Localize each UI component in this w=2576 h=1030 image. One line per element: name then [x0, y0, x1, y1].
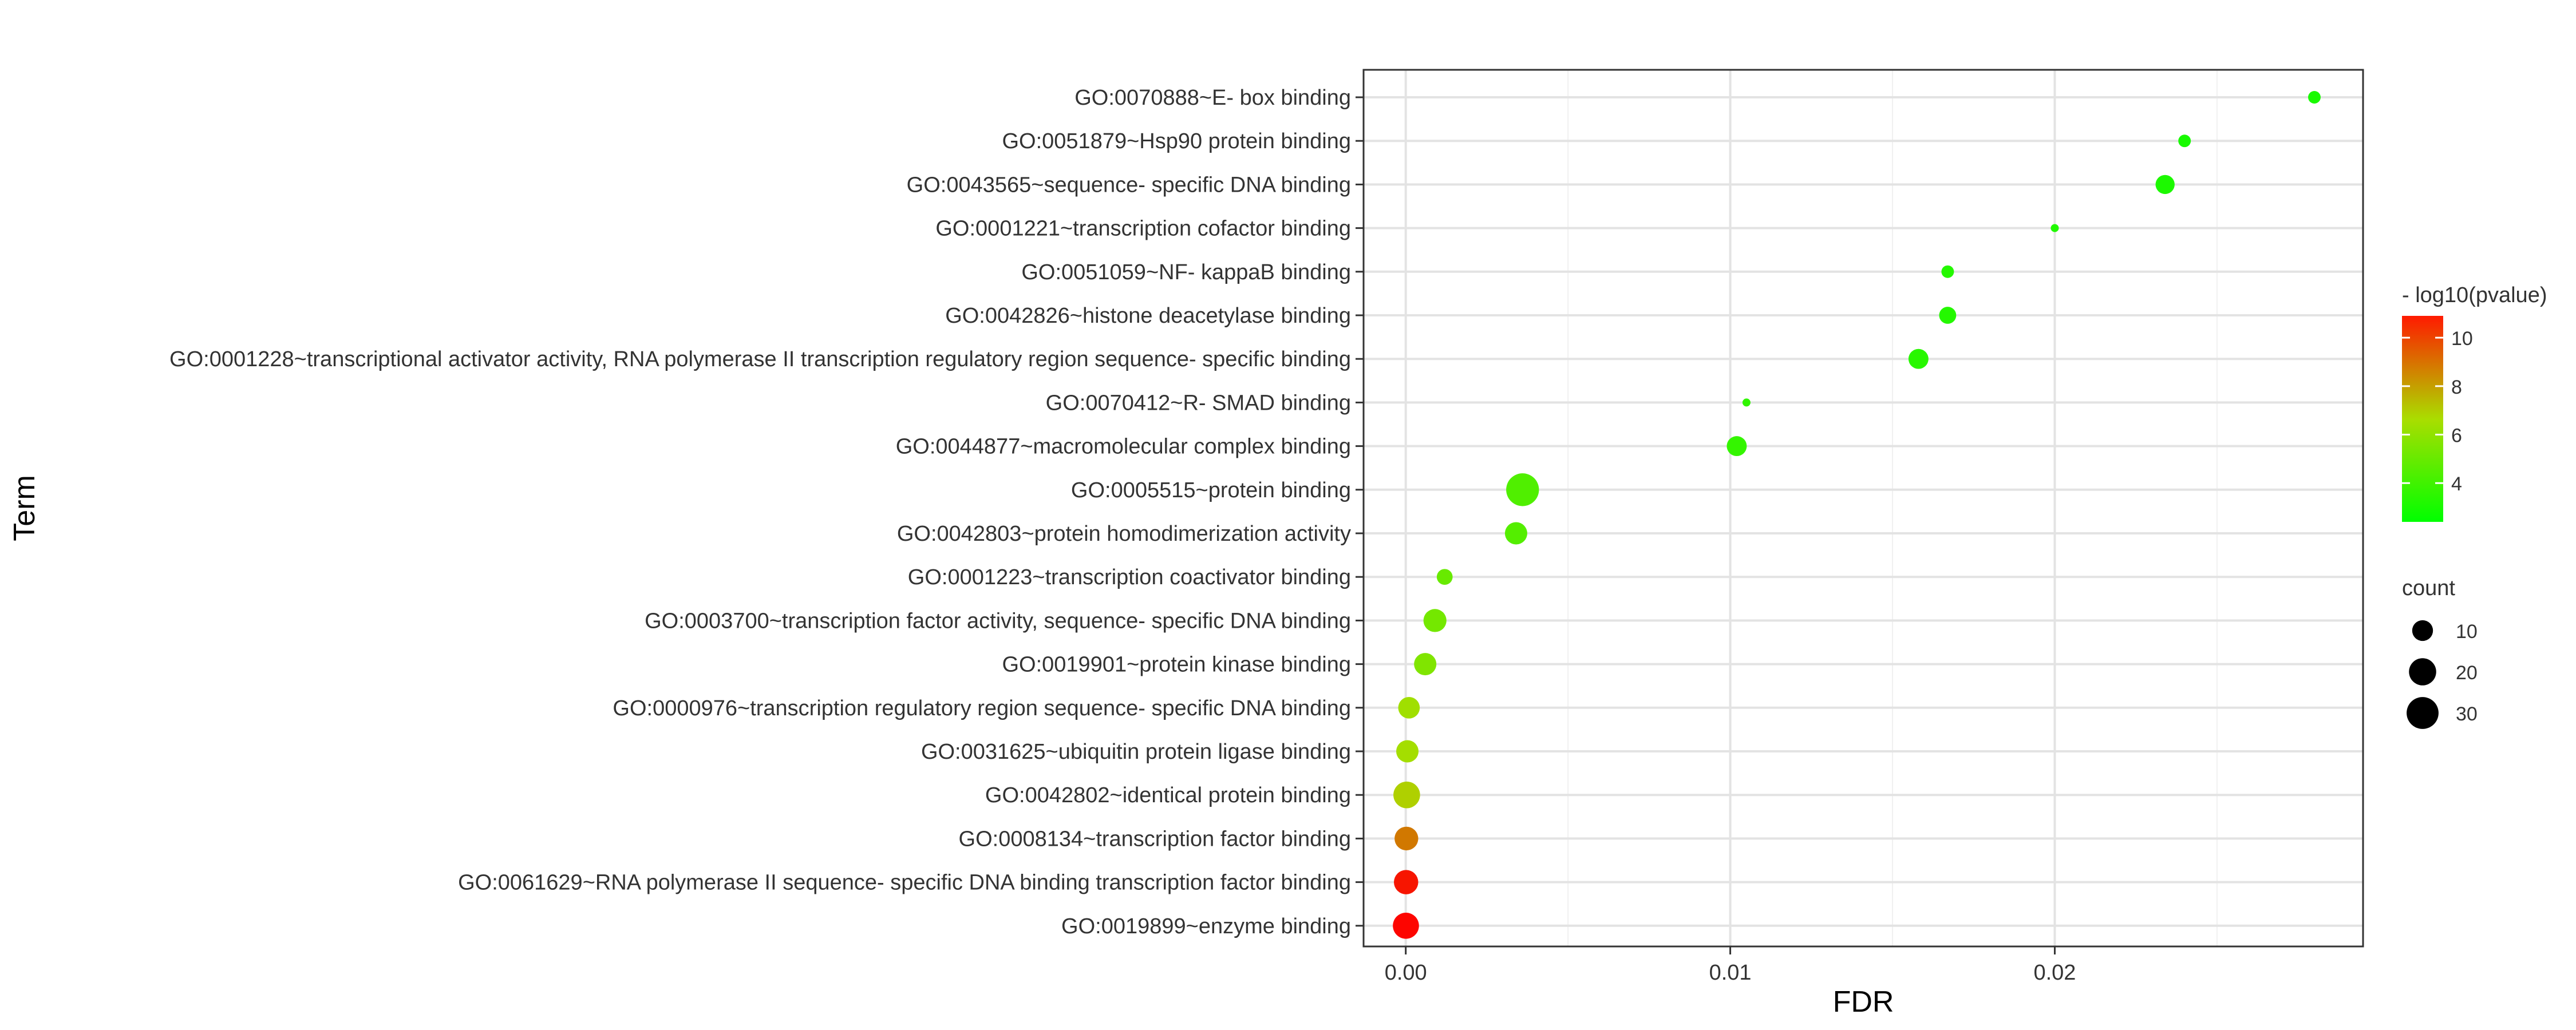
term-label: GO:0031625~ubiquitin protein ligase bind… — [921, 740, 1351, 764]
term-label: GO:0042826~histone deacetylase binding — [945, 304, 1351, 328]
colorbar — [2402, 316, 2443, 522]
data-point — [1941, 265, 1954, 278]
data-point — [1414, 653, 1437, 676]
panel-border — [1362, 69, 2364, 948]
term-label: GO:0003700~transcription factor activity… — [645, 609, 1351, 633]
legend: - log10(pvalue) count 4 6 8 10 10 20 30 — [2402, 283, 2547, 729]
y-axis-title: Term — [8, 475, 41, 541]
term-labels: GO:0070888~E- box binding GO:0051879~Hsp9… — [169, 86, 1364, 938]
data-point — [1506, 473, 1539, 506]
data-point — [2178, 134, 2191, 148]
colorbar-tick-label: 4 — [2451, 473, 2462, 495]
data-point — [1726, 436, 1747, 457]
term-label: GO:0070888~E- box binding — [1074, 86, 1351, 110]
term-label: GO:0000976~transcription regulatory regi… — [613, 696, 1351, 720]
term-label: GO:0001221~transcription cofactor bindin… — [935, 217, 1351, 241]
data-point — [2155, 175, 2175, 195]
term-label: GO:0008134~transcription factor binding — [959, 827, 1351, 851]
colorbar-tick-label: 6 — [2451, 425, 2462, 447]
x-axis-title: FDR — [1833, 985, 1894, 1019]
color-legend-title: - log10(pvalue) — [2402, 283, 2547, 307]
size-legend-dot — [2409, 658, 2436, 686]
x-tick-label: 0.02 — [2033, 961, 2076, 985]
data-point — [1436, 569, 1453, 585]
data-point — [1423, 609, 1447, 632]
x-tick-label: 0.01 — [1709, 961, 1752, 985]
term-label: GO:0005515~protein binding — [1071, 478, 1351, 502]
data-points — [1393, 91, 2321, 939]
data-point — [1939, 307, 1957, 324]
colorbar-tick-label: 10 — [2451, 328, 2473, 350]
term-label: GO:0044877~macromolecular complex bindin… — [896, 435, 1351, 459]
term-label: GO:0043565~sequence- specific DNA bindin… — [907, 173, 1351, 197]
colorbar-tick-label: 8 — [2451, 377, 2462, 398]
term-label: GO:0001223~transcription coactivator bin… — [908, 565, 1351, 589]
term-label: GO:0070412~R- SMAD binding — [1046, 391, 1351, 415]
size-legend-title: count — [2402, 576, 2455, 600]
x-tick-label: 0.00 — [1385, 961, 1427, 985]
term-label: GO:0019899~enzyme binding — [1061, 914, 1351, 938]
size-legend-label: 30 — [2456, 703, 2478, 725]
data-point — [2308, 91, 2321, 104]
term-label: GO:0019901~protein kinase binding — [1002, 653, 1351, 677]
axis-titles: FDR Term — [8, 475, 1894, 1019]
term-label: GO:0042802~identical protein binding — [985, 783, 1351, 807]
term-label: GO:0001228~transcriptional activator act… — [169, 347, 1351, 371]
size-legend-label: 20 — [2456, 662, 2478, 684]
data-point — [1393, 781, 1420, 809]
term-label: GO:0051059~NF- kappaB binding — [1021, 260, 1351, 284]
data-point — [1396, 740, 1419, 763]
size-legend-dot — [2412, 620, 2433, 641]
size-legend-label: 10 — [2456, 621, 2478, 643]
term-label: GO:0051879~Hsp90 protein binding — [1002, 129, 1351, 153]
x-axis: 0.00 0.01 0.02 — [1385, 946, 2076, 985]
data-point — [2050, 224, 2059, 232]
plot-panel — [1362, 69, 2364, 948]
data-point — [1394, 826, 1419, 851]
size-legend-dot — [2407, 697, 2439, 729]
data-point — [1504, 522, 1527, 545]
data-point — [1398, 696, 1420, 719]
data-point — [1742, 398, 1751, 407]
data-point — [1393, 912, 1419, 939]
data-point — [1394, 870, 1419, 894]
data-point — [1908, 348, 1929, 369]
term-label: GO:0042803~protein homodimerization acti… — [897, 522, 1351, 546]
term-label: GO:0061629~RNA polymerase II sequence- s… — [458, 871, 1351, 895]
panel-background — [1364, 70, 2363, 946]
